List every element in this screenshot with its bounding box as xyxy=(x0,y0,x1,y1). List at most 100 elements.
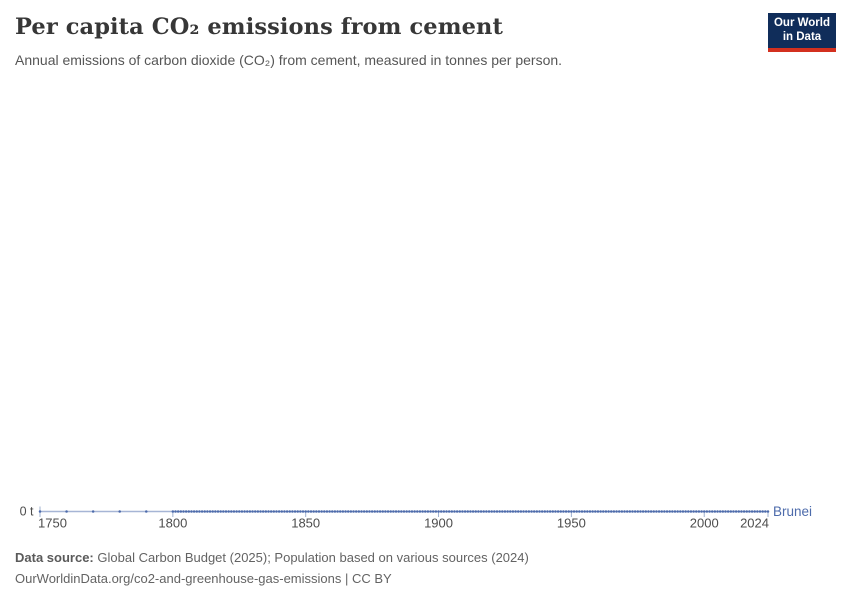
data-point-marker xyxy=(208,510,212,513)
data-point-marker xyxy=(447,510,451,513)
emissions-line-chart: 1750 1800 1850 1900 1950 2000 2024 0 t Brunei xyxy=(20,504,812,531)
data-point-marker xyxy=(524,510,528,513)
data-point-marker xyxy=(615,510,618,513)
data-point-marker xyxy=(663,510,666,513)
data-point-marker xyxy=(596,510,600,513)
data-point-marker xyxy=(376,510,379,513)
data-point-marker xyxy=(588,510,592,513)
data-point-marker xyxy=(516,510,520,513)
data-point-marker xyxy=(490,510,493,513)
data-point-marker xyxy=(668,510,671,513)
data-point-marker xyxy=(296,510,299,513)
data-point-marker xyxy=(713,510,717,513)
data-point-marker xyxy=(434,510,438,513)
data-point-marker xyxy=(344,510,347,513)
data-point-marker xyxy=(301,510,305,513)
x-axis-tick-label: 1850 xyxy=(291,516,320,531)
data-point-marker xyxy=(471,510,475,513)
data-point-marker xyxy=(607,510,610,513)
data-point-marker xyxy=(687,510,690,513)
data-point-marker xyxy=(570,510,573,513)
data-point-marker xyxy=(341,510,345,513)
data-point-marker xyxy=(392,510,395,513)
data-point-marker xyxy=(145,510,148,513)
data-point-marker xyxy=(269,510,273,513)
data-point-marker xyxy=(352,510,355,513)
data-point-marker xyxy=(461,510,464,513)
data-point-marker xyxy=(617,510,621,513)
data-point-marker xyxy=(455,510,459,513)
data-point-marker xyxy=(424,510,427,513)
data-point-marker xyxy=(578,510,581,513)
data-point-marker xyxy=(620,510,624,513)
data-point-marker xyxy=(277,510,281,513)
data-point-marker xyxy=(498,510,501,513)
data-point-marker xyxy=(192,510,196,513)
data-point-marker xyxy=(509,510,512,513)
data-point-marker xyxy=(304,510,307,513)
data-point-marker xyxy=(625,510,629,513)
data-point-marker xyxy=(591,510,594,513)
data-point-marker xyxy=(317,510,321,513)
data-point-marker xyxy=(511,510,515,513)
data-point-marker xyxy=(554,510,557,513)
data-point-marker xyxy=(742,510,746,513)
data-point-marker xyxy=(248,510,252,513)
data-point-marker xyxy=(495,510,499,513)
data-point-marker xyxy=(750,510,754,513)
data-point-marker xyxy=(368,510,371,513)
data-point-marker xyxy=(378,510,382,513)
data-point-marker xyxy=(623,510,626,513)
data-point-marker xyxy=(272,510,276,513)
data-point-marker xyxy=(705,510,709,513)
data-point-marker xyxy=(333,510,337,513)
data-point-marker xyxy=(309,510,313,513)
data-point-marker xyxy=(373,510,377,513)
data-point-marker xyxy=(538,510,541,513)
data-point-marker xyxy=(506,510,509,513)
owid-logo-line1: Our World xyxy=(773,17,830,29)
data-point-marker xyxy=(734,510,738,513)
data-point-marker xyxy=(604,510,608,513)
data-point-marker xyxy=(336,510,339,513)
chart-footer: Data source: Global Carbon Budget (2025)… xyxy=(15,547,529,589)
data-point-marker xyxy=(299,510,302,513)
data-point-marker xyxy=(389,510,392,513)
data-point-marker xyxy=(708,510,711,513)
data-point-marker xyxy=(426,510,430,513)
data-point-marker xyxy=(681,510,685,513)
data-point-marker xyxy=(673,510,677,513)
page-title: Per capita CO₂ emissions from cement xyxy=(15,14,503,40)
x-axis-tick-label: 2024 xyxy=(740,516,769,531)
data-point-marker xyxy=(416,510,419,513)
data-point-marker xyxy=(259,510,262,513)
data-point-marker xyxy=(360,510,363,513)
data-point-marker xyxy=(530,510,533,513)
data-point-marker xyxy=(671,510,674,513)
data-point-marker xyxy=(633,510,637,513)
data-point-marker xyxy=(203,510,206,513)
data-point-marker xyxy=(586,510,589,513)
data-point-marker xyxy=(729,510,733,513)
data-point-marker xyxy=(307,510,310,513)
data-point-marker xyxy=(572,510,576,513)
data-point-marker xyxy=(195,510,199,513)
data-point-marker xyxy=(540,510,544,513)
chart-subtitle: Annual emissions of carbon dioxide (CO₂)… xyxy=(15,52,563,68)
data-point-marker xyxy=(453,510,456,513)
data-point-marker xyxy=(609,510,613,513)
data-point-marker xyxy=(222,510,225,513)
data-point-marker xyxy=(405,510,408,513)
data-point-marker xyxy=(612,510,616,513)
x-axis-tick-label: 1950 xyxy=(557,516,586,531)
data-point-marker xyxy=(636,510,640,513)
data-point-marker xyxy=(466,510,470,513)
data-point-marker xyxy=(320,510,323,513)
data-point-marker xyxy=(325,510,329,513)
data-point-marker xyxy=(583,510,586,513)
data-point-marker xyxy=(370,510,374,513)
owid-logo-line2: in Data xyxy=(782,30,822,43)
data-point-marker xyxy=(394,510,398,513)
data-point-marker xyxy=(740,510,743,513)
data-point-marker xyxy=(726,510,730,513)
